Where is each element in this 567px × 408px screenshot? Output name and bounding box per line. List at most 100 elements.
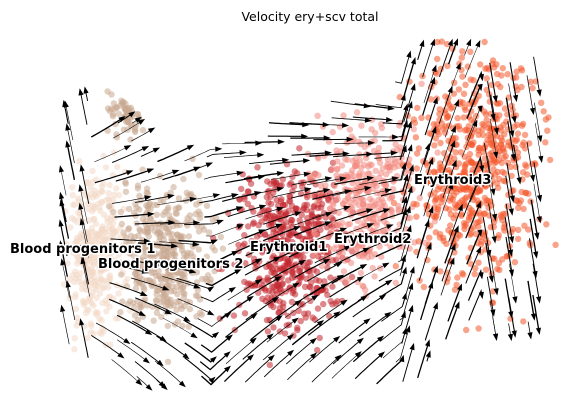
streamline [94, 145, 130, 163]
cell-point [442, 93, 449, 100]
stream-arrowhead [450, 140, 456, 148]
streamline [447, 285, 462, 322]
stream-arrowhead [403, 173, 409, 182]
streamline [444, 100, 459, 138]
cluster-label-blood-progenitors-1: Blood progenitors 1 [10, 242, 155, 257]
streamline [376, 356, 404, 385]
cell-point [241, 278, 248, 286]
cell-point [347, 259, 355, 267]
stream-arrowhead [377, 335, 385, 342]
cell-point [527, 78, 534, 86]
stream-arrowhead [428, 157, 434, 165]
cell-point [490, 155, 497, 162]
streamline [135, 297, 171, 314]
streamline [401, 165, 414, 204]
cell-point [144, 228, 152, 236]
cluster-label-erythroid2: Erythroid2 [334, 232, 411, 247]
stream-arrowhead [324, 221, 332, 227]
streamline [422, 40, 435, 78]
stream-arrowhead [419, 39, 425, 47]
cell-point [482, 266, 490, 273]
cell-point [122, 180, 129, 187]
cell-point [434, 149, 441, 156]
stream-arrowhead [171, 169, 180, 175]
streamline [176, 277, 213, 290]
streamline [272, 188, 310, 198]
streamline [157, 145, 193, 163]
streamline [292, 177, 331, 186]
streamline [162, 317, 197, 338]
stream-arrowhead [530, 174, 536, 183]
cell-point [153, 211, 160, 218]
stream-arrowhead [513, 94, 519, 103]
streamline [262, 334, 293, 361]
cell-point [413, 150, 421, 157]
cell-point [391, 159, 399, 166]
cell-point [427, 96, 435, 103]
stream-arrowhead [455, 62, 461, 70]
cell-point [519, 169, 527, 176]
cell-point [515, 204, 522, 212]
cell-point [127, 232, 135, 239]
stream-arrowhead [293, 226, 301, 231]
cell-point [519, 142, 526, 149]
stream-arrowhead [476, 200, 482, 209]
stream-arrowhead [266, 333, 274, 340]
cell-point [515, 226, 522, 234]
streamline [154, 303, 190, 322]
streamline [116, 314, 151, 335]
stream-arrowhead [366, 175, 375, 182]
stream-arrowhead [509, 195, 515, 203]
streamline [381, 268, 407, 297]
streamline [314, 246, 350, 264]
stream-arrowhead [477, 229, 483, 237]
cell-point [306, 258, 313, 266]
cell-point [488, 140, 495, 147]
cell-point [216, 315, 224, 322]
cell-point [527, 198, 534, 205]
cell-point [523, 163, 530, 170]
cell-points [60, 38, 559, 369]
stream-arrowhead [58, 219, 64, 227]
stream-arrowhead [536, 89, 542, 97]
cell-point [372, 228, 380, 235]
streamline [352, 336, 383, 363]
cell-point [353, 246, 360, 254]
streamline [109, 263, 148, 274]
cell-point [467, 140, 475, 148]
stream-arrowhead [344, 189, 352, 195]
streamline [197, 312, 231, 327]
cell-point [501, 105, 509, 112]
streamline [199, 194, 237, 204]
streamline [270, 173, 310, 180]
cell-point [150, 317, 157, 324]
cell-point [157, 275, 164, 282]
streamline [184, 357, 215, 381]
streamline [60, 200, 70, 239]
cell-point [147, 277, 154, 285]
cell-point [135, 232, 142, 239]
stream-arrowhead [208, 376, 216, 384]
stream-arrowhead [356, 337, 364, 345]
cell-point [344, 276, 352, 283]
streamline [332, 187, 370, 196]
cell-point [497, 83, 504, 91]
cell-point [297, 317, 304, 325]
stream-arrowhead [384, 188, 393, 194]
cell-point [485, 131, 492, 139]
stream-arrowhead [297, 245, 305, 252]
cell-point [185, 233, 193, 240]
cell-point [70, 249, 78, 257]
cell-point [458, 179, 465, 187]
stream-arrowhead [382, 239, 391, 245]
stream-arrowhead [294, 211, 302, 217]
streamline [465, 247, 481, 284]
streamline [375, 235, 406, 258]
cell-point [286, 198, 294, 205]
stream-arrowhead [257, 152, 265, 158]
streamline [225, 338, 256, 365]
cell-point [442, 123, 449, 130]
cell-point [340, 112, 347, 119]
streamline [336, 223, 373, 238]
cell-point [279, 202, 287, 209]
